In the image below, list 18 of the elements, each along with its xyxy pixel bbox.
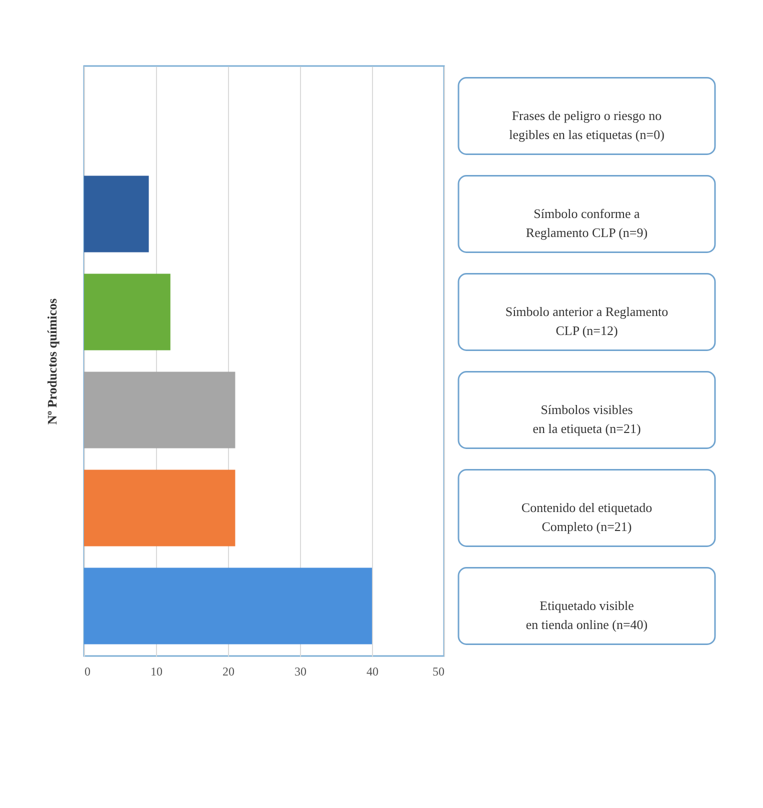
- x-tick-label: 10: [150, 664, 162, 678]
- y-tick-label: Símbolo anterior a Reglamento CLP (n=12): [505, 304, 668, 338]
- bar: [84, 568, 372, 644]
- bar: [84, 470, 236, 546]
- y-tick-label: Símbolo conforme a Reglamento CLP (n=9): [526, 206, 648, 240]
- bar: [84, 274, 170, 350]
- y-tick-label: Frases de peligro o riesgo no legibles en las etiquetas (n=0): [509, 108, 664, 142]
- x-tick-label: 40: [366, 664, 378, 678]
- x-tick-label: 0: [84, 664, 90, 678]
- x-tick-label: 20: [222, 664, 234, 678]
- y-tick-label: Etiquetado visible en tienda online (n=40): [526, 598, 648, 632]
- y-tick-label: Contenido del etiquetado Completo (n=21): [521, 500, 652, 534]
- bar: [84, 176, 149, 252]
- y-axis-title: Nº Productos químicos: [44, 298, 60, 425]
- x-tick-label: 30: [294, 664, 306, 678]
- bar: [84, 372, 236, 448]
- y-tick-label: Símbolos visibles en la etiqueta (n=21): [532, 402, 641, 436]
- x-tick-label: 50: [432, 664, 444, 678]
